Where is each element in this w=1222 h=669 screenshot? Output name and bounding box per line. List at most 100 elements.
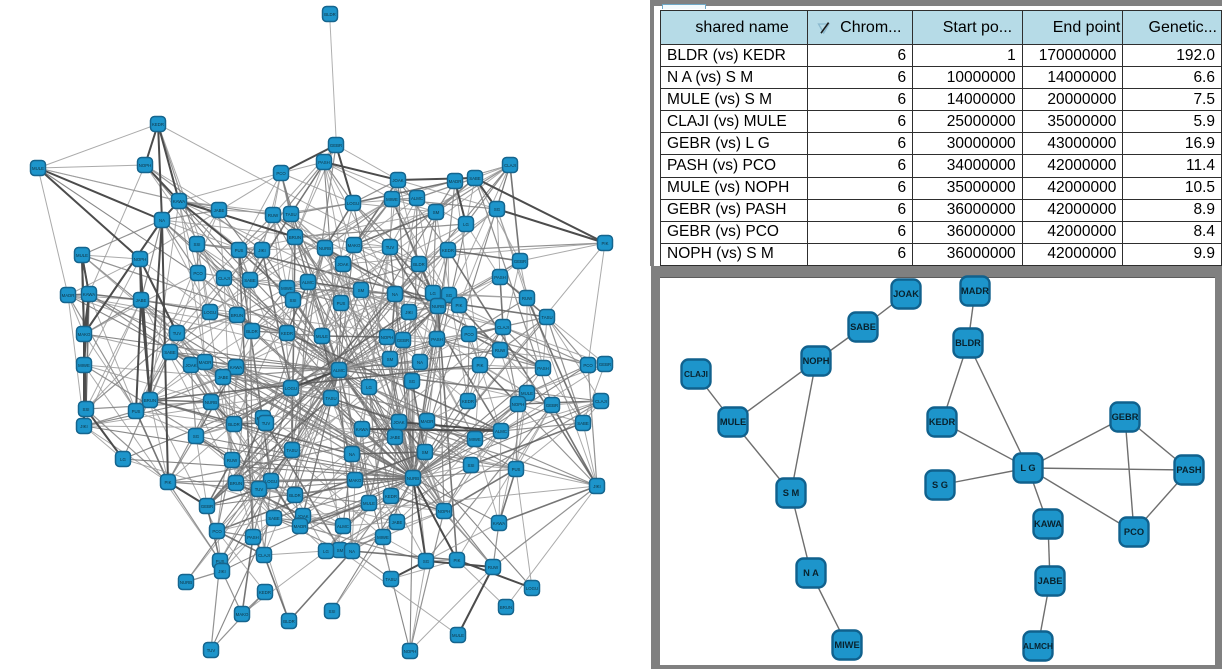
svg-text:NA: NA [349,452,355,457]
svg-text:CLAJI: CLAJI [504,163,516,168]
svg-text:RUW: RUW [227,458,238,463]
svg-text:NA: NA [392,292,398,297]
svg-text:TUV: TUV [173,331,182,336]
svg-text:SG: SG [193,434,200,439]
svg-text:JOAK: JOAK [393,420,404,425]
svg-text:SM: SM [433,210,440,215]
svg-text:PUS: PUS [337,301,346,306]
svg-text:MAKO: MAKO [349,478,362,483]
svg-text:MADR: MADR [421,419,434,424]
svg-text:CLAJI: CLAJI [497,325,509,330]
svg-text:MIWE: MIWE [78,363,90,368]
svg-text:PIK: PIK [165,480,172,485]
svg-text:TASU: TASU [385,577,396,582]
svg-text:LOGU: LOGU [204,310,216,315]
svg-text:PUS: PUS [216,559,225,564]
svg-text:PCO: PCO [1124,527,1144,537]
svg-text:JIKI: JIKI [80,424,87,429]
svg-text:SABE: SABE [244,278,256,283]
svg-text:MULE: MULE [720,417,746,427]
svg-text:MIWE: MIWE [377,535,389,540]
svg-text:KAWA: KAWA [1034,519,1062,529]
svg-text:SABE: SABE [268,516,280,521]
svg-text:TASU: TASU [286,448,297,453]
svg-text:JOAK: JOAK [297,514,308,519]
svg-text:MIWE: MIWE [469,437,481,442]
svg-text:TASU: TASU [325,396,336,401]
svg-text:LG: LG [323,549,329,554]
svg-text:KAWA: KAWA [493,521,505,526]
svg-text:ALMC: ALMC [302,280,314,285]
svg-text:PASH: PASH [247,535,258,540]
svg-text:JIKI: JIKI [405,310,412,315]
svg-text:RUW: RUW [522,296,533,301]
svg-text:JIKI: JIKI [258,248,265,253]
svg-text:TUV: TUV [262,421,271,426]
svg-text:MIWE: MIWE [386,197,398,202]
svg-text:MAKO: MAKO [348,243,361,248]
svg-text:NOPH: NOPH [803,356,830,366]
svg-text:JOAK: JOAK [185,363,196,368]
svg-text:SABE: SABE [469,176,481,181]
svg-text:N A: N A [803,568,819,578]
svg-text:BLDR: BLDR [955,338,981,348]
svg-text:MAKO: MAKO [78,332,91,337]
svg-text:LG: LG [463,222,469,227]
svg-text:NURB: NURB [319,246,331,251]
svg-text:SSI: SSI [194,242,201,247]
svg-text:SSI: SSI [83,407,90,412]
svg-text:GEBR: GEBR [1112,412,1139,422]
svg-text:RUW: RUW [488,565,499,570]
svg-text:GEBR: GEBR [397,338,409,343]
svg-text:S M: S M [783,488,800,498]
svg-text:MULE: MULE [363,501,375,506]
svg-text:ALMC: ALMC [495,429,507,434]
svg-text:BRUN: BRUN [144,398,156,403]
svg-text:TASU: TASU [541,315,552,320]
svg-text:BLDR: BLDR [246,329,257,334]
svg-text:JIKI: JIKI [218,569,225,574]
svg-text:KAWA: KAWA [230,365,242,370]
svg-text:PASH: PASH [431,337,442,342]
svg-text:MADR: MADR [62,293,75,298]
svg-text:CLAJI: CLAJI [595,399,607,404]
svg-text:PCO: PCO [212,529,222,534]
svg-text:NOPH: NOPH [134,257,146,262]
svg-text:TASU: TASU [285,212,296,217]
svg-text:SG: SG [446,293,453,298]
svg-text:RUW: RUW [268,213,279,218]
svg-text:JOAK: JOAK [337,262,348,267]
svg-text:PCO: PCO [276,171,286,176]
svg-text:BLDR: BLDR [283,619,294,624]
svg-text:MADR: MADR [449,179,462,184]
svg-text:NURB: NURB [180,580,192,585]
svg-text:KEDR: KEDR [152,122,164,127]
svg-text:KAWA: KAWA [83,292,95,297]
svg-text:MIWE: MIWE [281,286,293,291]
svg-text:NURB: NURB [205,400,217,405]
svg-text:KAWA: KAWA [356,427,368,432]
svg-text:MADR: MADR [199,360,212,365]
svg-text:JOAK: JOAK [893,289,919,299]
svg-text:ALMCH: ALMCH [1023,641,1053,651]
svg-text:PUS: PUS [235,248,244,253]
svg-text:GEBR: GEBR [599,362,611,367]
svg-text:SG: SG [494,207,501,212]
svg-text:MULE: MULE [521,391,533,396]
svg-text:JABE: JABE [218,375,229,380]
svg-text:SABE: SABE [164,350,176,355]
svg-text:PASH: PASH [537,366,548,371]
svg-text:PASH: PASH [1176,465,1201,475]
svg-text:S G: S G [932,480,948,490]
svg-text:L G: L G [1020,463,1035,473]
svg-text:CLAJI: CLAJI [258,553,270,558]
svg-text:TUV: TUV [386,245,395,250]
svg-text:BRUN: BRUN [230,481,242,486]
svg-text:SM: SM [358,288,365,293]
svg-text:PCO: PCO [583,363,593,368]
svg-text:SABE: SABE [577,421,589,426]
svg-text:ALMC: ALMC [411,196,423,201]
svg-text:MADR: MADR [294,524,307,529]
svg-text:KAWA: KAWA [173,199,185,204]
svg-text:LOGU: LOGU [285,386,297,391]
